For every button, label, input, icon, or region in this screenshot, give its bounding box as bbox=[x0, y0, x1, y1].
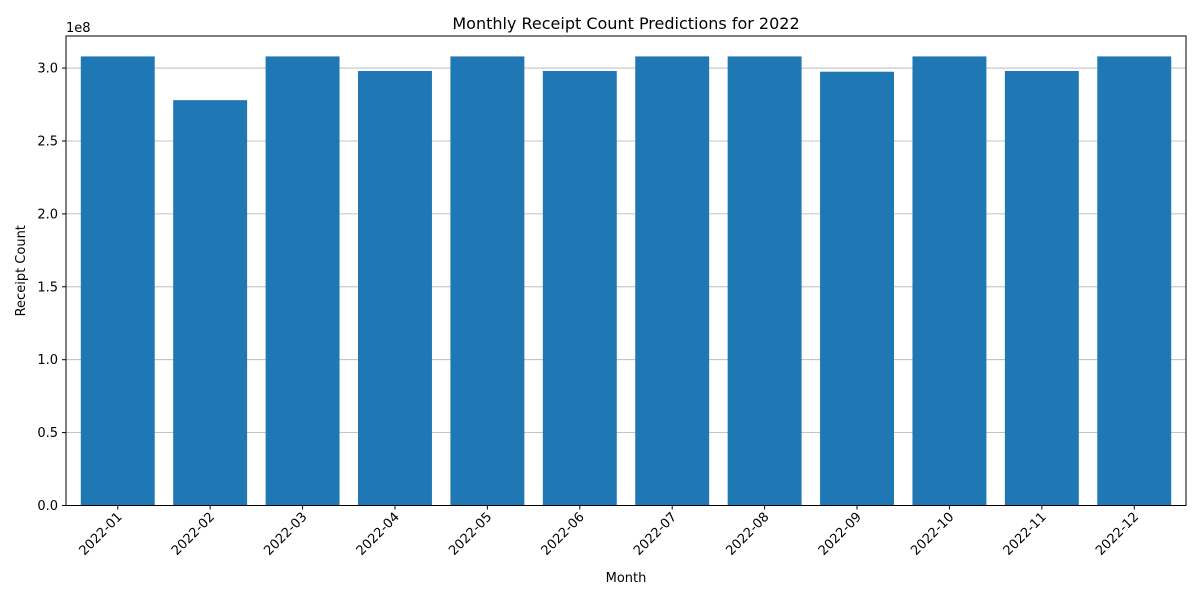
x-tick-label: 2022-10 bbox=[908, 510, 957, 559]
y-tick-label: 0.0 bbox=[37, 499, 58, 514]
x-tick-label: 2022-01 bbox=[77, 510, 126, 559]
y-tick-label: 3.0 bbox=[37, 62, 58, 77]
bar bbox=[820, 71, 894, 506]
bar bbox=[635, 56, 710, 506]
bar bbox=[173, 100, 248, 506]
y-tick-label: 1.5 bbox=[37, 280, 58, 295]
y-tick-label: 0.5 bbox=[37, 426, 58, 441]
bar bbox=[912, 56, 987, 506]
plot-frame bbox=[65, 35, 1187, 506]
x-tick-label: 2022-09 bbox=[816, 510, 865, 559]
x-tick-label: 2022-07 bbox=[631, 510, 680, 559]
bar bbox=[265, 56, 340, 506]
bar bbox=[1097, 56, 1172, 506]
x-tick-label: 2022-02 bbox=[169, 510, 218, 559]
bar bbox=[80, 56, 155, 506]
x-tick-label: 2022-04 bbox=[354, 510, 403, 559]
y-axis-offset-label: 1e8 bbox=[66, 21, 91, 36]
x-tick-label: 2022-08 bbox=[723, 510, 772, 559]
y-tick-label: 2.5 bbox=[37, 134, 58, 149]
chart-title: Monthly Receipt Count Predictions for 20… bbox=[452, 14, 799, 33]
x-tick-label: 2022-11 bbox=[1001, 510, 1050, 559]
x-tick-label: 2022-05 bbox=[446, 510, 495, 559]
axes bbox=[65, 35, 1187, 506]
x-tick-label: 2022-06 bbox=[539, 510, 588, 559]
bar bbox=[1004, 70, 1079, 506]
x-axis-label: Month bbox=[606, 571, 647, 586]
x-tick-label: 2022-03 bbox=[261, 510, 310, 559]
bar bbox=[358, 70, 432, 506]
bar bbox=[727, 56, 802, 506]
grid-lines bbox=[66, 67, 1186, 433]
bar bbox=[450, 56, 525, 506]
y-tick-label: 1.0 bbox=[37, 353, 58, 368]
x-axis-ticks: 2022-01 2022-02 2022-03 2022-04 2022-05 2022-… bbox=[77, 505, 1142, 559]
bars bbox=[80, 56, 1172, 506]
y-axis-ticks: 0.0 0.5 1.0 1.5 2.0 2.5 3.0 bbox=[37, 62, 66, 514]
y-tick-label: 2.0 bbox=[37, 207, 58, 222]
y-axis-label: Receipt Count bbox=[14, 225, 29, 316]
bar bbox=[542, 70, 617, 506]
x-tick-label: 2022-12 bbox=[1093, 510, 1142, 559]
